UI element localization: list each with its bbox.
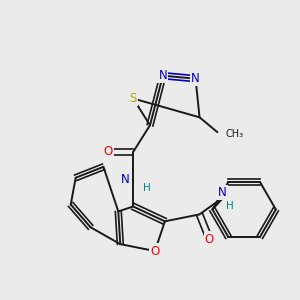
Text: N: N (120, 173, 129, 186)
Text: O: O (205, 233, 214, 246)
Text: N: N (158, 69, 167, 82)
Text: N: N (191, 72, 200, 85)
Text: O: O (104, 146, 113, 158)
Text: H: H (143, 183, 151, 193)
Text: N: N (218, 186, 227, 199)
Text: H: H (226, 202, 234, 212)
Text: O: O (150, 244, 160, 258)
Text: S: S (130, 92, 137, 105)
Text: CH₃: CH₃ (225, 129, 243, 139)
